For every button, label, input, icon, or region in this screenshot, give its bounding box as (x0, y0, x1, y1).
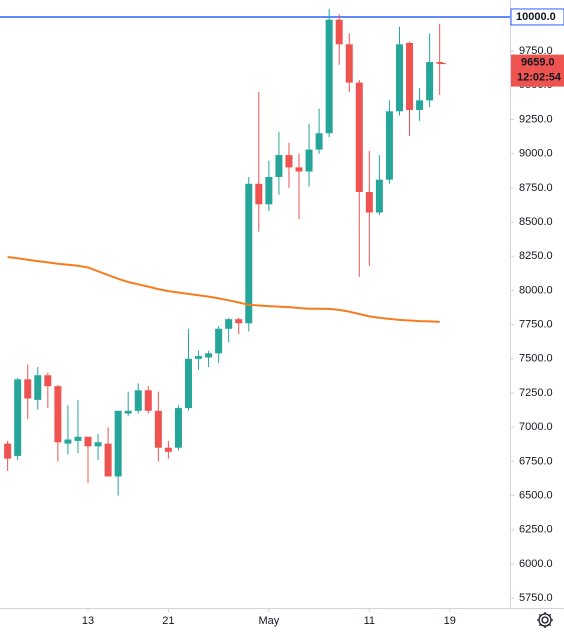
candle-body (154, 410, 162, 448)
y-tick-label: 8000.0 (519, 284, 553, 296)
hline-label: 10000.0 (516, 11, 556, 23)
candle-body (24, 379, 32, 399)
candle-body (144, 390, 152, 411)
y-tick-label: 8250.0 (519, 250, 553, 262)
candle-body (255, 183, 263, 205)
y-tick-label: 7750.0 (519, 319, 553, 331)
candle-body (174, 408, 182, 448)
y-tick-label: 6250.0 (519, 524, 553, 536)
candle-body (184, 358, 192, 409)
y-tick-label: 6750.0 (519, 455, 553, 467)
last-price-label: 9659.0 (521, 56, 555, 68)
candle-body (44, 375, 52, 387)
last-price-box (511, 54, 564, 87)
candle-body (345, 44, 353, 83)
candle-body (4, 443, 12, 459)
y-tick-label: 5750.0 (519, 592, 553, 604)
x-tick-label: 13 (82, 615, 94, 627)
candle-body (104, 443, 112, 477)
candle-body (275, 155, 283, 177)
candle-body (54, 386, 62, 443)
candle-body (205, 353, 213, 358)
y-tick-label: 9750.0 (519, 45, 553, 57)
candle-body (395, 44, 403, 112)
y-tick-label: 7000.0 (519, 421, 553, 433)
countdown-label: 12:02:54 (517, 71, 562, 83)
candle-body (124, 410, 132, 414)
y-tick-label: 7500.0 (519, 353, 553, 365)
candle-body (195, 356, 203, 359)
hline-label-box (510, 8, 564, 26)
candle-body (285, 155, 293, 168)
candle-body (436, 62, 444, 64)
candle-body (164, 447, 172, 452)
y-tick-label: 9250.0 (519, 113, 553, 125)
candle-body (315, 133, 323, 150)
candle-body (365, 192, 373, 213)
y-tick-label: 9000.0 (519, 148, 553, 160)
candle-body (215, 328, 223, 354)
candle-body (74, 436, 82, 441)
candle-body (84, 436, 92, 447)
candle-body (335, 19, 343, 45)
candle-body (416, 100, 424, 110)
candle-body (406, 42, 414, 110)
y-tick-label: 8750.0 (519, 182, 553, 194)
candle-body (265, 176, 273, 205)
candle-body (34, 375, 42, 400)
candle-body (225, 319, 233, 329)
x-tick-label: 19 (444, 615, 456, 627)
y-tick-label: 6000.0 (519, 558, 553, 570)
candle-body (235, 319, 243, 324)
x-tick-label: 11 (364, 615, 375, 627)
candle-body (375, 179, 383, 213)
candle-body (94, 442, 102, 447)
candle-body (14, 379, 22, 456)
candle-body (385, 111, 393, 180)
candle-body (245, 183, 253, 324)
y-tick-label: 6500.0 (519, 489, 553, 501)
x-tick-label: 21 (162, 615, 174, 627)
y-tick-label: 8500.0 (519, 216, 553, 228)
candle-body (64, 439, 72, 444)
y-tick-label: 7250.0 (519, 387, 553, 399)
candle-body (325, 19, 333, 134)
candle-body (114, 410, 122, 477)
candle-body (355, 82, 363, 192)
x-tick-label: May (258, 615, 279, 627)
settings-icon[interactable] (537, 612, 553, 628)
moving-average-line (7, 256, 440, 323)
candle-body (295, 167, 303, 172)
candle-body (426, 62, 434, 101)
candle-body (305, 149, 313, 172)
candle-body (134, 390, 142, 411)
